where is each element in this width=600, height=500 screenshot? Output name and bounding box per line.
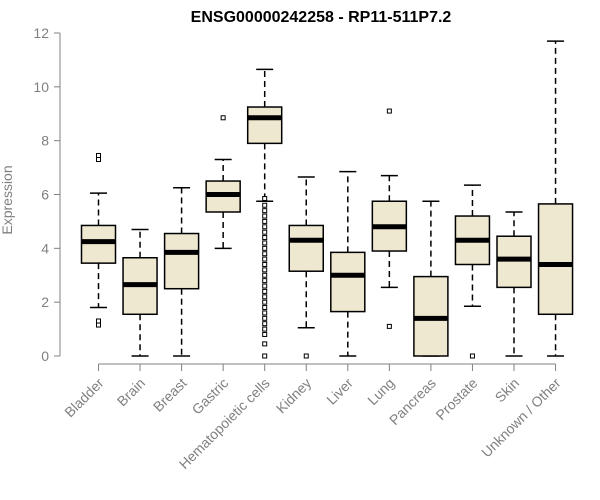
box-10 bbox=[496, 211, 532, 357]
x-tick-label: Skin bbox=[492, 375, 523, 406]
x-tick-label: Breast bbox=[150, 375, 190, 415]
y-tick-label: 0 bbox=[41, 348, 49, 364]
outlier-point bbox=[262, 267, 268, 273]
iqr-box bbox=[496, 235, 532, 289]
x-tick-label: Unknown / Other bbox=[478, 375, 564, 461]
outlier-point bbox=[262, 315, 268, 321]
iqr-box bbox=[246, 106, 283, 145]
outlier-point bbox=[262, 196, 268, 202]
y-tick-label: 6 bbox=[41, 187, 49, 203]
outlier-point bbox=[262, 299, 268, 305]
iqr-box bbox=[163, 232, 200, 290]
box-2 bbox=[163, 187, 200, 357]
outlier-point bbox=[262, 294, 268, 300]
outlier-point bbox=[262, 213, 268, 219]
outlier-point bbox=[262, 240, 268, 246]
outlier-point bbox=[262, 202, 268, 208]
outlier-point bbox=[262, 229, 268, 235]
outlier-point bbox=[386, 108, 392, 114]
outlier-point bbox=[262, 310, 268, 316]
outlier-point bbox=[262, 235, 268, 241]
outlier-point bbox=[262, 288, 268, 294]
outlier-point bbox=[262, 251, 268, 257]
outlier-point bbox=[262, 326, 268, 332]
x-tick-label: Lung bbox=[364, 375, 397, 408]
box-11 bbox=[537, 40, 574, 357]
x-tick-label: Brain bbox=[114, 375, 148, 409]
outlier-point bbox=[262, 208, 268, 214]
iqr-box bbox=[330, 251, 366, 313]
outlier-point bbox=[262, 283, 268, 289]
outlier-point bbox=[262, 245, 268, 251]
y-tick-label: 4 bbox=[41, 240, 49, 256]
y-tick-label: 12 bbox=[33, 25, 49, 41]
boxes-group bbox=[80, 40, 574, 359]
outlier-point bbox=[262, 278, 268, 284]
outlier-point bbox=[262, 224, 268, 230]
box-9 bbox=[454, 184, 491, 359]
outlier-point bbox=[262, 321, 268, 327]
box-6 bbox=[330, 170, 366, 357]
chart-title: ENSG00000242258 - RP11-511P7.2 bbox=[191, 9, 452, 26]
outlier-point bbox=[262, 341, 268, 347]
iqr-box bbox=[537, 203, 574, 316]
x-tick-label: Liver bbox=[323, 375, 356, 408]
outlier-point bbox=[262, 331, 268, 337]
x-tick-label: Kidney bbox=[273, 375, 315, 417]
outlier-point bbox=[262, 272, 268, 278]
outlier-point bbox=[386, 323, 392, 329]
y-tick-label: 10 bbox=[33, 79, 49, 95]
x-tick-label: Bladder bbox=[61, 375, 107, 421]
box-5 bbox=[288, 176, 324, 359]
outlier-point bbox=[303, 353, 309, 359]
y-axis-title: Expression bbox=[0, 165, 15, 234]
y-tick-label: 2 bbox=[41, 294, 49, 310]
box-4 bbox=[246, 68, 283, 359]
box-0 bbox=[80, 152, 117, 328]
outlier-point bbox=[220, 115, 226, 121]
y-tick-label: 8 bbox=[41, 133, 49, 149]
outlier-point bbox=[262, 261, 268, 267]
x-tick-label: Prostate bbox=[432, 375, 480, 423]
outlier-point bbox=[96, 318, 101, 324]
outlier-point bbox=[96, 152, 101, 158]
y-axis: 0 2 4 6 8 10 12 bbox=[33, 25, 61, 364]
box-3 bbox=[205, 115, 241, 250]
iqr-box bbox=[288, 224, 324, 272]
outlier-point bbox=[262, 218, 268, 224]
box-7 bbox=[371, 108, 408, 329]
outlier-point bbox=[469, 353, 475, 359]
outlier-point bbox=[96, 322, 101, 328]
outlier-point bbox=[262, 256, 268, 262]
outlier-point bbox=[262, 305, 268, 311]
box-8 bbox=[413, 200, 449, 357]
box-1 bbox=[122, 228, 158, 357]
outlier-point bbox=[262, 353, 268, 359]
iqr-box bbox=[80, 224, 117, 264]
outlier-point bbox=[96, 157, 101, 163]
